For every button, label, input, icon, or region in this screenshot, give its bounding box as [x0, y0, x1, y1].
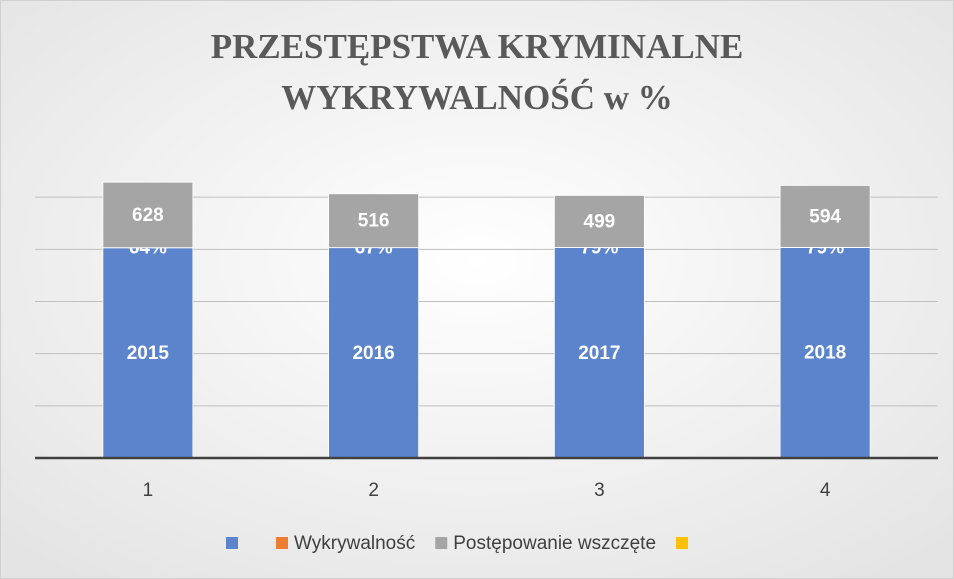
bar-segment	[553, 247, 645, 459]
data-label: 2018	[804, 343, 846, 364]
legend-swatch	[226, 537, 238, 549]
bar-segment	[553, 195, 645, 248]
legend-label: Postępowanie wszczęte	[453, 533, 656, 554]
data-label: 628	[132, 205, 164, 226]
data-label: 2017	[578, 343, 620, 364]
x-tick-label: 3	[594, 480, 605, 501]
data-label: 499	[584, 211, 616, 232]
data-label: 2015	[127, 343, 170, 364]
chart-title: WYKRYWALNOŚĆ w %	[281, 77, 673, 117]
bar-segment	[328, 247, 420, 459]
data-label: 516	[358, 211, 390, 232]
bar-segment	[779, 184, 871, 248]
x-tick-label: 4	[820, 480, 831, 501]
legend-swatch	[276, 537, 288, 549]
bar-segment	[102, 181, 194, 249]
data-label: 2016	[352, 343, 394, 364]
legend-swatch	[435, 537, 448, 549]
chart-title: PRZESTĘPSTWA KRYMINALNE	[211, 27, 744, 66]
x-tick-label: 1	[143, 480, 154, 501]
legend-swatch	[676, 537, 689, 549]
bar-segment	[102, 247, 194, 459]
x-tick-label: 2	[368, 480, 379, 501]
bar-segment	[328, 193, 420, 248]
data-label: 594	[809, 206, 841, 227]
legend-label: Wykrywalność	[294, 533, 415, 554]
